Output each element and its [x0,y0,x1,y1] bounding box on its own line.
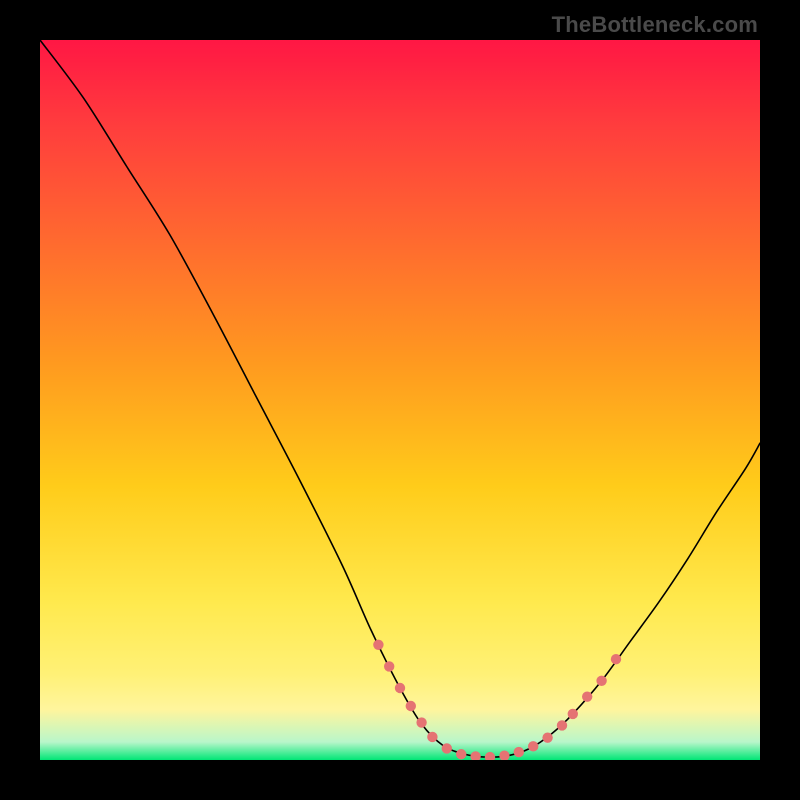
watermark-label: TheBottleneck.com [552,12,758,38]
curve-marker [611,654,621,664]
curve-marker [384,661,394,671]
curve-markers-group [373,640,621,760]
curve-marker [406,701,416,711]
curve-marker [582,691,592,701]
curve-marker [499,750,509,760]
bottleneck-curve [40,40,760,757]
curve-marker [542,732,552,742]
plot-svg [40,40,760,760]
curve-marker [596,676,606,686]
curve-marker [395,683,405,693]
curve-marker [557,720,567,730]
curve-marker [442,743,452,753]
plot-frame [40,40,760,760]
curve-marker [485,752,495,760]
curve-marker [416,717,426,727]
curve-marker [456,749,466,759]
stage: TheBottleneck.com [0,0,800,800]
curve-marker [373,640,383,650]
curve-marker [514,747,524,757]
curve-marker [528,741,538,751]
curve-marker [470,751,480,760]
curve-marker [568,709,578,719]
curve-marker [427,732,437,742]
